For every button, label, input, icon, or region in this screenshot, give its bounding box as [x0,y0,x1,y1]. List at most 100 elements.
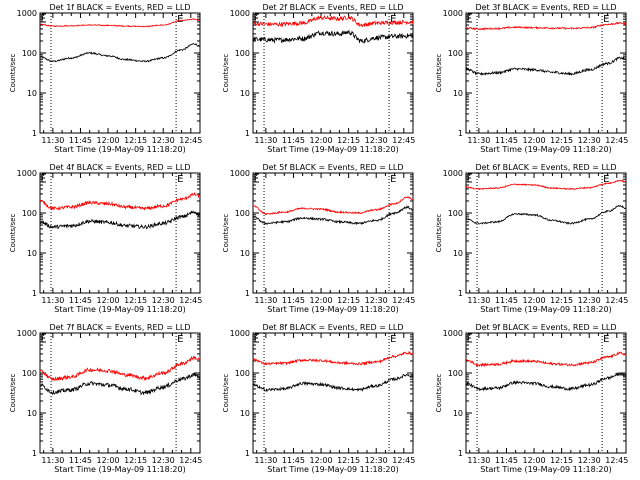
x-tick-label: 12:45 [392,296,415,305]
x-axis-label: Start Time (19-May-09 11:18:20) [480,465,611,474]
y-tick-label: 1 [245,289,250,298]
panel-det-8f: Det 8f BLACK = Events, RED = LLD 1 10 100 10… [222,323,415,474]
y-tick-label: 100 [448,369,463,378]
x-axis-label: Start Time (19-May-09 11:18:20) [480,305,611,314]
series-events [39,42,201,63]
panel-det-7f: Det 7f BLACK = Events, RED = LLD 1 10 100 10… [9,323,202,474]
x-tick-label: 11:30 [254,456,277,465]
corner-e-glyph [254,13,259,23]
y-tick-label: 1000 [230,9,250,18]
series-lld [39,18,201,28]
x-tick-label: 11:30 [254,136,277,145]
y-tick-label: 1 [32,449,37,458]
y-tick-label: 100 [22,369,37,378]
series-events [252,373,414,393]
y-tick-label: 10 [27,409,37,418]
y-tick-label: 10 [453,409,463,418]
corner-e-glyph [467,333,472,343]
x-axis-label: Start Time (19-May-09 11:18:20) [267,305,398,314]
x-tick-label: 12:15 [337,296,360,305]
time-marker-label: E [390,174,396,185]
x-tick-label: 12:45 [392,136,415,145]
y-tick-label: 10 [27,89,37,98]
y-tick-label: 1000 [230,169,250,178]
panel-det-2f: Det 2f BLACK = Events, RED = LLD 1 10 100 10… [222,3,415,154]
y-axis-label: Counts/sec [222,214,230,253]
panel-title: Det 8f BLACK = Events, RED = LLD [262,323,403,332]
x-tick-label: 11:45 [282,136,305,145]
x-tick-label: 11:45 [495,136,518,145]
corner-e-glyph [467,173,472,183]
panel-det-1f: Det 1f BLACK = Events, RED = LLD 1 10 100 10… [9,3,202,154]
x-tick-label: 11:30 [467,136,490,145]
plot-frame [39,332,201,454]
panel-det-5f: Det 5f BLACK = Events, RED = LLD 1 10 100 10… [222,163,415,314]
y-tick-label: 10 [27,249,37,258]
corner-e-glyph [41,333,46,343]
y-tick-label: 10 [240,249,250,258]
y-tick-label: 100 [235,209,250,218]
x-tick-label: 11:45 [282,456,305,465]
y-tick-label: 10 [453,89,463,98]
x-tick-label: 12:15 [124,136,147,145]
panel-det-9f: Det 9f BLACK = Events, RED = LLD 1 10 100 10… [435,323,628,474]
panel-det-6f: Det 6f BLACK = Events, RED = LLD 1 10 100 10… [435,163,628,314]
series-events [465,205,627,226]
time-marker-label: E [177,14,183,25]
x-tick-label: 12:15 [337,456,360,465]
series-events [465,371,627,392]
y-axis-label: Counts/sec [222,374,230,413]
y-tick-label: 1 [458,129,463,138]
plot-frame [252,332,414,454]
y-tick-label: 1000 [17,9,37,18]
x-axis-label: Start Time (19-May-09 11:18:20) [54,145,185,154]
series-events [39,372,201,396]
y-tick-label: 1000 [17,329,37,338]
x-axis-label: Start Time (19-May-09 11:18:20) [54,465,185,474]
x-tick-label: 12:00 [523,136,546,145]
time-marker-label: E [390,14,396,25]
y-axis-label: Counts/sec [435,214,443,253]
x-tick-label: 12:30 [365,456,388,465]
plot-frame [39,12,201,134]
x-tick-label: 11:30 [467,456,490,465]
plot-frame [39,172,201,294]
x-tick-label: 12:15 [550,136,573,145]
y-axis-label: Counts/sec [435,374,443,413]
y-tick-label: 100 [235,49,250,58]
time-marker-label: E [177,334,183,345]
y-axis-label: Counts/sec [222,54,230,93]
series-events [465,56,627,77]
y-tick-label: 1 [32,289,37,298]
series-lld [252,14,414,28]
corner-e-glyph [41,13,46,23]
panel-title: Det 9f BLACK = Events, RED = LLD [475,323,616,332]
x-tick-label: 12:00 [523,296,546,305]
series-events [252,29,414,44]
y-tick-label: 1000 [443,169,463,178]
y-axis-label: Counts/sec [9,54,17,93]
x-tick-label: 12:15 [550,296,573,305]
y-tick-label: 1000 [443,329,463,338]
time-marker-label: E [603,334,609,345]
x-tick-label: 12:45 [179,296,202,305]
corner-e-glyph [41,173,46,183]
x-tick-label: 11:45 [282,296,305,305]
x-tick-label: 11:30 [41,456,64,465]
x-tick-label: 12:30 [152,136,175,145]
x-axis-label: Start Time (19-May-09 11:18:20) [267,465,398,474]
plot-frame [465,332,627,454]
x-tick-label: 12:30 [365,136,388,145]
y-tick-label: 1000 [443,9,463,18]
plot-frame [252,172,414,294]
x-tick-label: 12:00 [310,136,333,145]
x-tick-label: 12:15 [124,456,147,465]
time-marker-label: E [603,14,609,25]
panel-title: Det 6f BLACK = Events, RED = LLD [475,163,616,172]
y-axis-label: Counts/sec [9,374,17,413]
series-events [252,204,414,226]
corner-e-glyph [467,13,472,23]
series-lld [465,351,627,368]
panel-det-3f: Det 3f BLACK = Events, RED = LLD 1 10 100 10… [435,3,628,154]
